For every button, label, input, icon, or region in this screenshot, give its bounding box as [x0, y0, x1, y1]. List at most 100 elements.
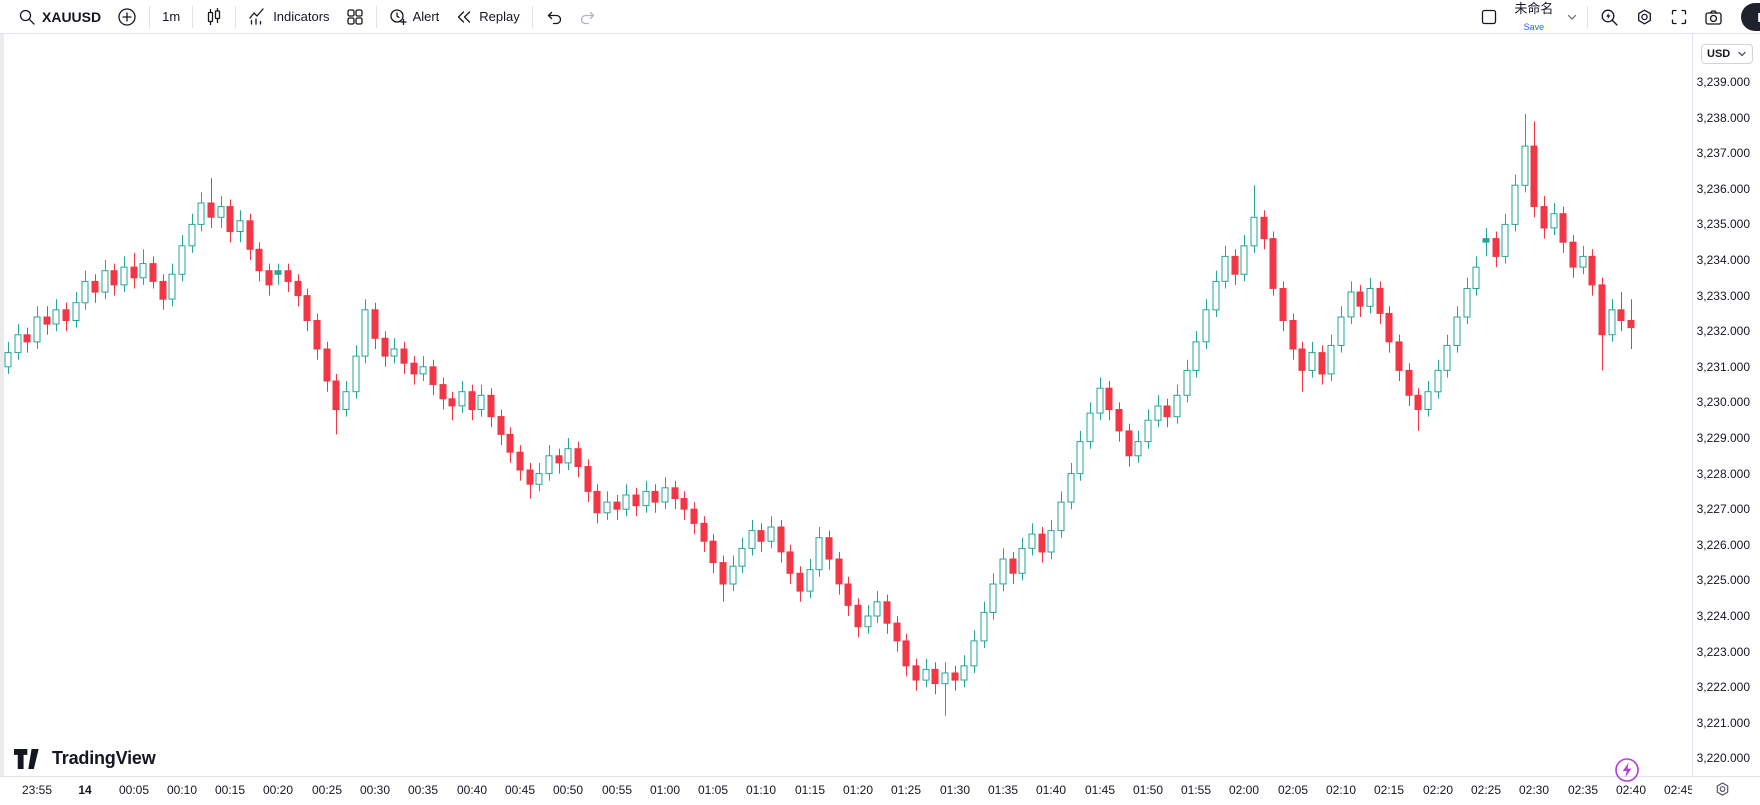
plus-circle-icon	[118, 7, 136, 26]
time-label: 02:20	[1422, 783, 1454, 797]
time-axis-settings-button[interactable]	[1714, 781, 1731, 798]
layout-grid-button[interactable]	[338, 3, 372, 31]
time-label: 02:25	[1470, 783, 1502, 797]
time-label: 02:05	[1277, 783, 1309, 797]
time-label: 01:50	[1132, 783, 1164, 797]
time-label: 01:20	[842, 783, 874, 797]
compare-add-button[interactable]	[109, 3, 145, 31]
time-label: 02:45	[1663, 783, 1692, 797]
price-axis[interactable]: USD 3,239.000 3,238.000 3,237.000 3,236.000…	[1692, 34, 1760, 776]
toolbar-separator	[1587, 6, 1589, 28]
settings-button[interactable]	[1627, 3, 1662, 31]
symbol-search-button[interactable]: XAUUSD	[10, 3, 109, 31]
publish-label: Pu	[1757, 10, 1760, 25]
alert-button[interactable]: Alert	[381, 3, 448, 31]
time-label: 01:55	[1180, 783, 1212, 797]
price-label: 3,238.000	[1696, 111, 1750, 125]
currency-label: USD	[1707, 48, 1731, 60]
toolbar-separator	[192, 5, 194, 28]
time-label: 02:15	[1373, 783, 1405, 797]
undo-icon	[547, 11, 561, 24]
replay-button[interactable]: Replay	[447, 3, 527, 31]
time-label: 00:05	[118, 783, 150, 797]
tradingview-logo-icon	[14, 748, 39, 769]
time-label: 00:50	[552, 783, 584, 797]
price-label: 3,224.000	[1696, 609, 1750, 623]
toolbar-separator	[375, 5, 377, 28]
time-label: 01:10	[745, 783, 777, 797]
candle-style-icon	[208, 7, 221, 25]
price-label: 3,226.000	[1696, 538, 1750, 552]
quick-search-button[interactable]	[1592, 3, 1627, 31]
layout-name-label: 未命名	[1514, 1, 1554, 16]
toolbar-left-group: XAUUSD 1m	[0, 0, 605, 33]
price-label: 3,228.000	[1696, 467, 1750, 481]
time-label: 14	[78, 783, 92, 797]
time-label: 00:45	[504, 783, 536, 797]
price-label: 3,222.000	[1696, 680, 1750, 694]
camera-icon	[1705, 9, 1723, 25]
screenshot-button[interactable]	[1696, 3, 1731, 31]
time-label: 02:35	[1567, 783, 1599, 797]
time-label: 01:00	[649, 783, 681, 797]
tradingview-brand-label: TradingView	[52, 748, 156, 768]
time-label: 02:00	[1228, 783, 1260, 797]
price-label: 3,237.000	[1696, 146, 1750, 160]
alert-label: Alert	[412, 9, 440, 24]
candlestick-chart	[4, 114, 1635, 716]
redo-button[interactable]	[571, 3, 605, 31]
chart-pane[interactable]	[0, 34, 1692, 776]
chevron-down-icon	[1568, 14, 1577, 20]
layout-select-button[interactable]	[1472, 3, 1506, 31]
search-icon	[19, 9, 35, 25]
lightning-badge[interactable]	[1614, 757, 1640, 788]
symbol-label: XAUUSD	[42, 8, 102, 25]
indicators-button[interactable]: Indicators	[240, 3, 337, 31]
top-toolbar: XAUUSD 1m	[0, 0, 1760, 34]
time-label: 00:10	[166, 783, 198, 797]
quick-search-icon	[1601, 9, 1619, 26]
layout-name-button[interactable]: 未命名 Save	[1506, 1, 1561, 32]
price-label: 3,229.000	[1696, 431, 1750, 445]
layout-menu-button[interactable]	[1561, 3, 1583, 31]
price-label: 3,220.000	[1696, 751, 1750, 765]
toolbar-separator	[235, 5, 237, 28]
price-label: 3,235.000	[1696, 217, 1750, 231]
replay-icon	[458, 10, 471, 23]
fullscreen-button[interactable]	[1662, 3, 1696, 31]
publish-button[interactable]: Pu	[1741, 3, 1760, 31]
interval-button[interactable]: 1m	[154, 3, 188, 31]
price-label: 3,225.000	[1696, 573, 1750, 587]
toolbar-separator	[531, 5, 533, 28]
time-label: 02:40	[1615, 783, 1647, 797]
save-label[interactable]: Save	[1523, 22, 1545, 32]
time-label: 00:55	[601, 783, 633, 797]
tradingview-logo[interactable]: TradingView	[14, 748, 156, 769]
lightning-icon	[1615, 758, 1639, 782]
price-label: 3,234.000	[1696, 253, 1750, 267]
chevron-down-icon	[1738, 51, 1746, 57]
price-label: 3,232.000	[1696, 324, 1750, 338]
time-label: 23:55	[21, 783, 53, 797]
left-edge-strip	[0, 34, 4, 800]
indicators-icon	[249, 8, 264, 25]
price-label: 3,221.000	[1696, 716, 1750, 730]
time-label: 00:30	[359, 783, 391, 797]
time-axis[interactable]: 23:55 14 00:05 00:10 00:15 00:20 00:25 00:30 00:…	[0, 776, 1760, 805]
time-label: 01:35	[987, 783, 1019, 797]
toolbar-right-group: 未命名 Save	[1472, 0, 1760, 34]
time-label: 01:45	[1084, 783, 1116, 797]
fullscreen-icon	[1672, 9, 1687, 25]
currency-dropdown[interactable]: USD	[1701, 44, 1753, 64]
undo-button[interactable]	[537, 3, 571, 31]
price-label: 3,236.000	[1696, 182, 1750, 196]
time-label: 00:25	[311, 783, 343, 797]
time-label: 01:25	[890, 783, 922, 797]
time-label: 00:40	[456, 783, 488, 797]
square-icon	[1482, 9, 1497, 25]
chart-style-button[interactable]	[197, 3, 231, 31]
price-label: 3,233.000	[1696, 289, 1750, 303]
price-label: 3,223.000	[1696, 645, 1750, 659]
price-label: 3,231.000	[1696, 360, 1750, 374]
